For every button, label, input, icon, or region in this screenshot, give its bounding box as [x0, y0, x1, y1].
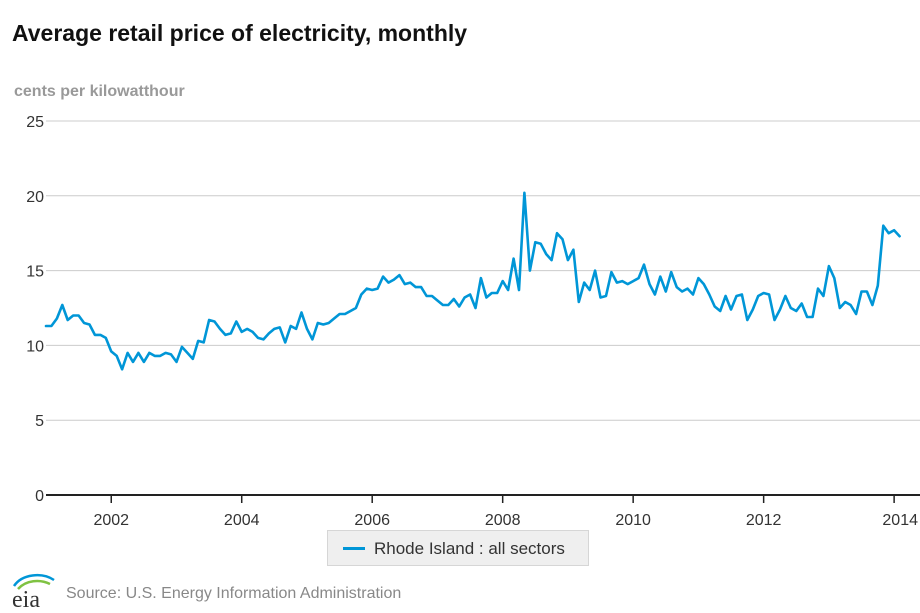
x-tick-label: 2014	[882, 512, 918, 529]
svg-text:eia: eia	[12, 587, 40, 610]
legend-label: Rhode Island : all sectors	[374, 539, 565, 558]
y-tick-label: 10	[26, 338, 44, 355]
eia-logo: eia	[12, 573, 55, 610]
series-line	[44, 191, 901, 371]
x-tick-label: 2010	[615, 512, 651, 529]
chart-title: Average retail price of electricity, mon…	[12, 20, 468, 46]
y-tick-label: 5	[35, 413, 44, 430]
y-tick-label: 0	[35, 488, 44, 505]
x-tick-label: 2006	[354, 512, 390, 529]
y-axis-unit-label: cents per kilowatthour	[14, 83, 185, 100]
y-tick-label: 20	[26, 189, 44, 206]
x-tick-label: 2008	[485, 512, 521, 529]
source-note: Source: U.S. Energy Information Administ…	[66, 585, 402, 602]
x-tick-label: 2002	[93, 512, 129, 529]
x-tick-label: 2004	[224, 512, 260, 529]
y-tick-label: 15	[26, 264, 44, 281]
legend[interactable]: Rhode Island : all sectors	[327, 530, 589, 566]
x-tick-label: 2012	[746, 512, 782, 529]
y-tick-label: 25	[26, 114, 44, 131]
legend-swatch	[343, 547, 365, 550]
